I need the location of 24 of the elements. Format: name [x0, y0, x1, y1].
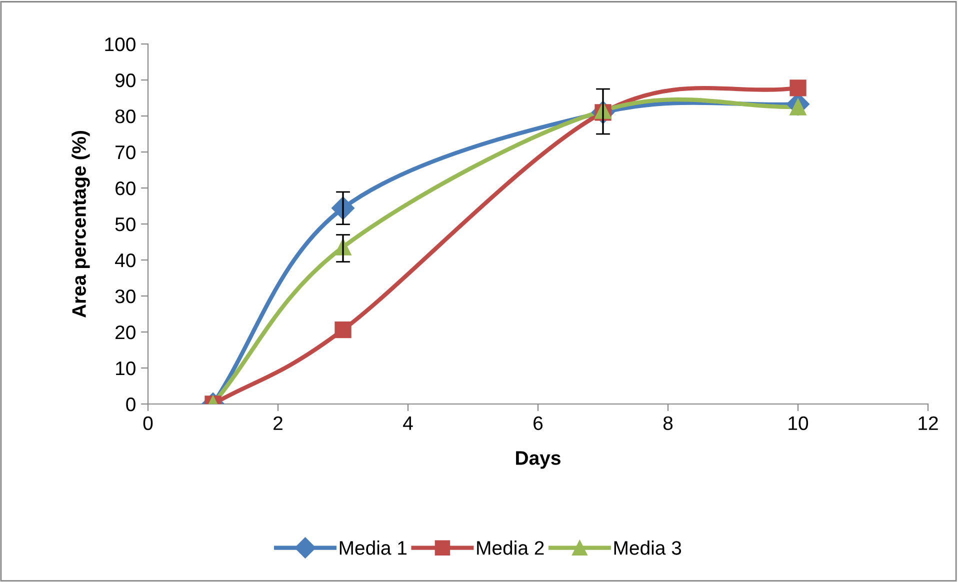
y-tick-label: 40 [115, 253, 136, 268]
x-tick-label: 8 [663, 416, 673, 430]
y-tick-label: 10 [116, 361, 136, 376]
y-tick-label: 30 [115, 289, 136, 304]
y-tick-label: 20 [116, 325, 136, 340]
x-tick-label: 2 [274, 416, 282, 430]
y-tick-label: 80 [115, 109, 136, 124]
y-tick-label: 90 [115, 73, 136, 88]
y-tick-label: 0 [126, 397, 136, 412]
y-tick-label: 100 [105, 37, 136, 52]
y-axis-title: Area percentage (%) [72, 130, 90, 318]
y-tick-label: 50 [115, 217, 136, 232]
y-tick-label: 70 [116, 145, 136, 160]
legend-label: Media 1 [340, 540, 407, 555]
x-tick-label: 10 [788, 416, 808, 430]
legend-label: Media 2 [477, 540, 544, 555]
x-tick-label: 0 [143, 416, 153, 430]
x-tick-label: 12 [918, 416, 938, 430]
y-tick-label: 60 [116, 181, 136, 196]
legend-label: Media 3 [614, 540, 682, 555]
x-tick-label: 6 [534, 416, 543, 430]
point [790, 80, 806, 96]
x-axis-title: Days [516, 451, 560, 469]
x-tick-label: 4 [403, 416, 413, 430]
